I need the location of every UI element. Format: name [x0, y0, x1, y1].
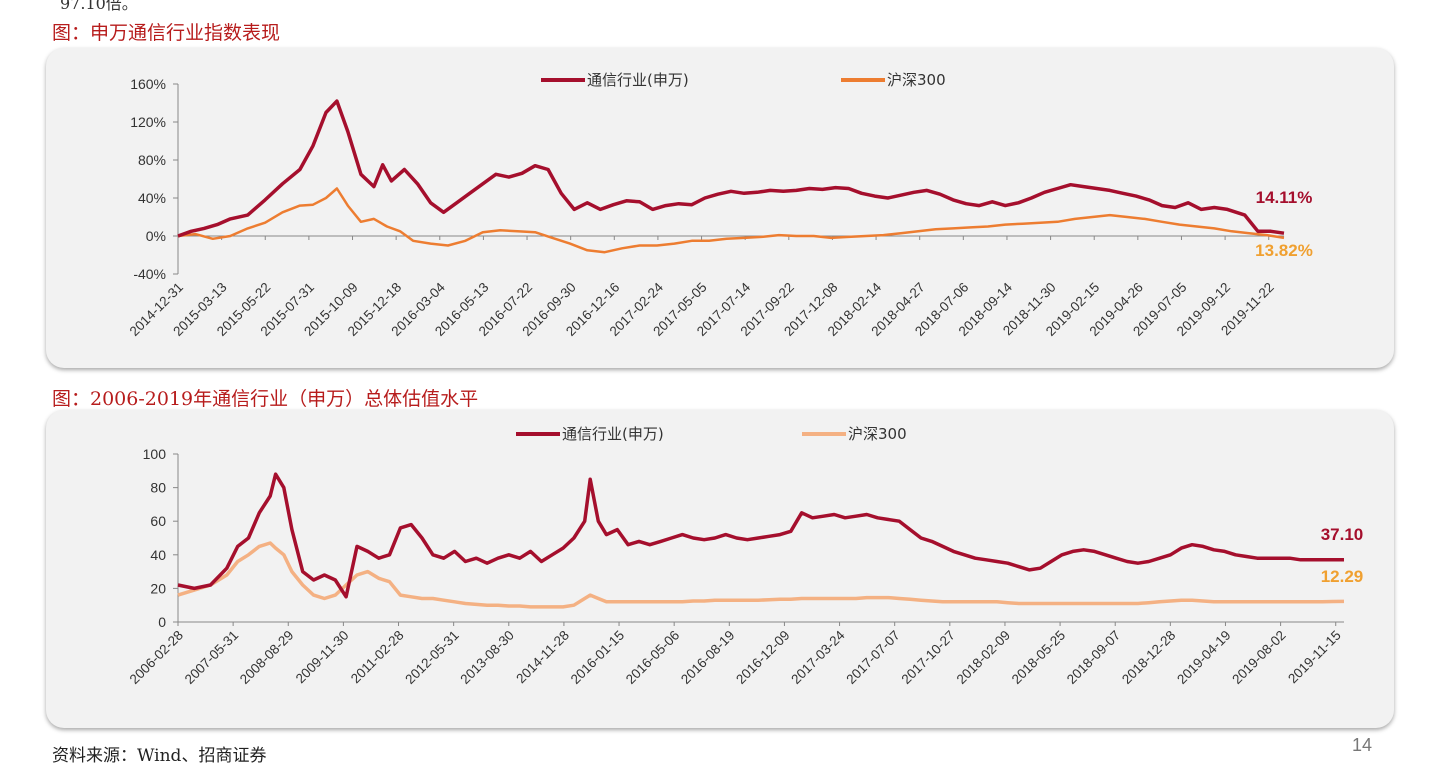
- x-tick-label: 2016-12-09: [733, 628, 792, 687]
- series-line-industry: [177, 99, 1285, 238]
- page-number: 14: [1352, 735, 1373, 755]
- x-tick-label: 2018-05-25: [1009, 628, 1068, 687]
- end-value-label-csi300: 13.82%: [1255, 241, 1313, 260]
- chart1-title: 图：申万通信行业指数表现: [52, 22, 281, 44]
- y-tick-label: 0%: [146, 228, 166, 244]
- end-value-label-industry: 37.10: [1321, 525, 1364, 544]
- top-text-fragment: 97.10倍。: [60, 0, 138, 13]
- y-tick-label: 40%: [138, 190, 166, 206]
- y-tick-label: -40%: [133, 266, 166, 282]
- x-tick-label: 2017-10-27: [899, 628, 958, 687]
- legend-label: 沪深300: [848, 425, 907, 443]
- x-tick-label: 2006-02-28: [127, 628, 186, 687]
- y-tick-label: 20: [150, 580, 166, 596]
- x-tick-label: 2018-12-28: [1119, 628, 1178, 687]
- x-tick-label: 2019-04-19: [1174, 628, 1233, 687]
- series-line-csi300: [177, 187, 1285, 254]
- x-tick-label: 2016-05-06: [623, 628, 682, 687]
- x-tick-label: 2019-08-02: [1229, 628, 1288, 687]
- y-tick-label: 80%: [138, 152, 166, 168]
- end-value-label-industry: 14.11%: [1256, 188, 1313, 207]
- x-tick-label: 2016-08-19: [678, 628, 737, 687]
- chart2-svg: 0 20 40 60 80 100 2006-02-282007-05-312008-08-…: [127, 425, 1364, 687]
- y-tick-label: 100: [143, 446, 167, 462]
- x-tick-label: 2008-08-29: [237, 628, 296, 687]
- chart2-panel: 0 20 40 60 80 100 2006-02-28 2007-05-31 2008-08-…: [46, 410, 1394, 728]
- legend-label: 沪深300: [887, 71, 946, 89]
- x-tick-label: 2018-09-07: [1064, 628, 1123, 687]
- y-tick-label: 80: [150, 480, 166, 496]
- x-tick-label: 2009-11-30: [293, 628, 352, 687]
- y-tick-label: 160%: [130, 76, 166, 92]
- end-value-label-csi300: 12.29: [1321, 567, 1364, 586]
- x-tick-label: 2011-02-28: [348, 628, 407, 687]
- x-tick-label: 2019-11-15: [1285, 628, 1344, 687]
- y-tick-label: 120%: [130, 114, 166, 130]
- x-tick-label: 2016-01-15: [568, 628, 627, 687]
- series-line-industry: [177, 472, 1345, 599]
- x-tick-label: 2017-07-07: [843, 628, 902, 687]
- x-tick-label: 2018-02-09: [954, 628, 1013, 687]
- chart2-title: 图：2006-2019年通信行业（申万）总体估值水平: [52, 388, 479, 410]
- legend-label: 通信行业(申万): [587, 71, 689, 89]
- y-tick-label: 0: [158, 614, 166, 630]
- x-tick-label: 2012-05-31: [402, 628, 461, 687]
- y-tick-label: 40: [150, 547, 166, 563]
- x-tick-label: 2007-05-31: [182, 628, 241, 687]
- legend-label: 通信行业(申万): [562, 425, 664, 443]
- y-tick-label: 60: [150, 513, 166, 529]
- chart1-svg: -40%0%40%80%120%160%2014-12-312015-03-13…: [127, 71, 1313, 339]
- source-note: 资料来源：Wind、招商证券: [52, 746, 267, 766]
- x-tick-label: 2013-08-30: [457, 628, 516, 687]
- x-tick-label: 2014-11-28: [513, 628, 572, 687]
- series-line-csi300: [177, 541, 1345, 609]
- x-tick-label: 2017-03-24: [788, 627, 848, 687]
- chart1-panel: -40% 0% 40% 80% 120% 160% 2014-12-31 2015-03-13…: [46, 48, 1394, 368]
